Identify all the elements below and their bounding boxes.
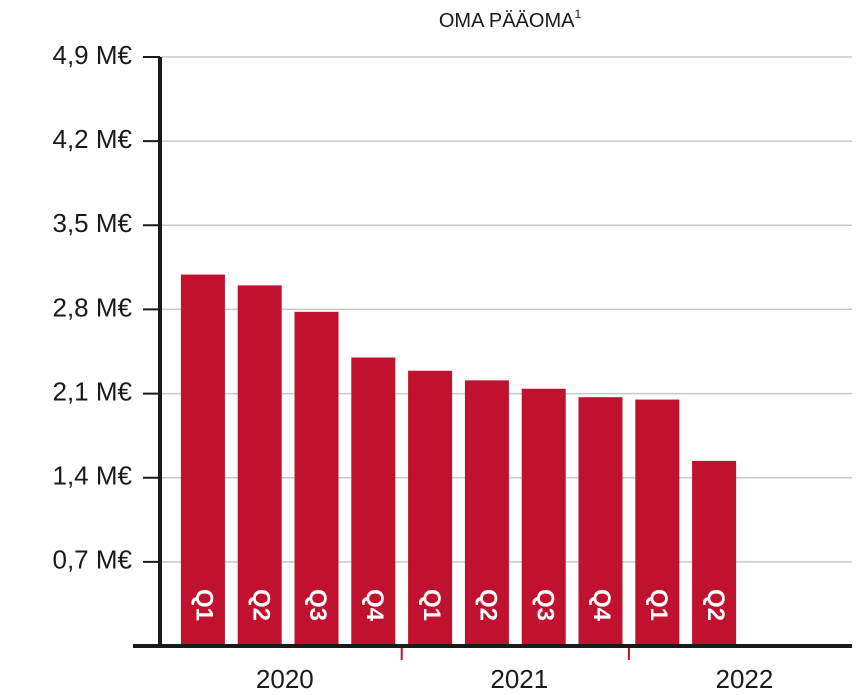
y-tick-label: 0,7 M€ <box>53 545 133 575</box>
category-label: Q1 <box>645 589 672 621</box>
bar <box>237 285 282 646</box>
bar <box>294 311 339 646</box>
y-tick-label: 4,9 M€ <box>53 40 133 70</box>
y-tick-label: 2,1 M€ <box>53 376 133 406</box>
title-text: OMA PÄÄOMA <box>439 10 575 32</box>
y-tick-label: 3,5 M€ <box>53 208 133 238</box>
group-label: 2021 <box>490 664 548 694</box>
category-label: Q2 <box>475 589 502 621</box>
category-label: Q4 <box>361 589 388 622</box>
bar <box>464 380 509 646</box>
group-label: 2022 <box>716 664 774 694</box>
y-tick-label: 1,4 M€ <box>53 461 133 491</box>
category-label: Q2 <box>702 589 729 621</box>
bar <box>578 397 623 646</box>
category-label: Q1 <box>418 589 445 621</box>
category-label: Q2 <box>247 589 274 621</box>
bar <box>408 370 453 646</box>
bar <box>635 399 680 646</box>
bar <box>521 388 566 646</box>
y-tick-label: 2,8 M€ <box>53 292 133 322</box>
bar <box>180 274 225 646</box>
group-label: 2020 <box>256 664 314 694</box>
category-label: Q4 <box>588 589 615 622</box>
bar <box>692 460 737 646</box>
y-tick-label: 4,2 M€ <box>53 124 133 154</box>
category-label: Q3 <box>531 589 558 621</box>
category-label: Q3 <box>304 589 331 621</box>
bar <box>351 357 396 646</box>
chart-title: OMA PÄÄOMA1 <box>439 7 582 32</box>
category-label: Q1 <box>191 589 218 621</box>
title-superscript: 1 <box>574 7 581 21</box>
